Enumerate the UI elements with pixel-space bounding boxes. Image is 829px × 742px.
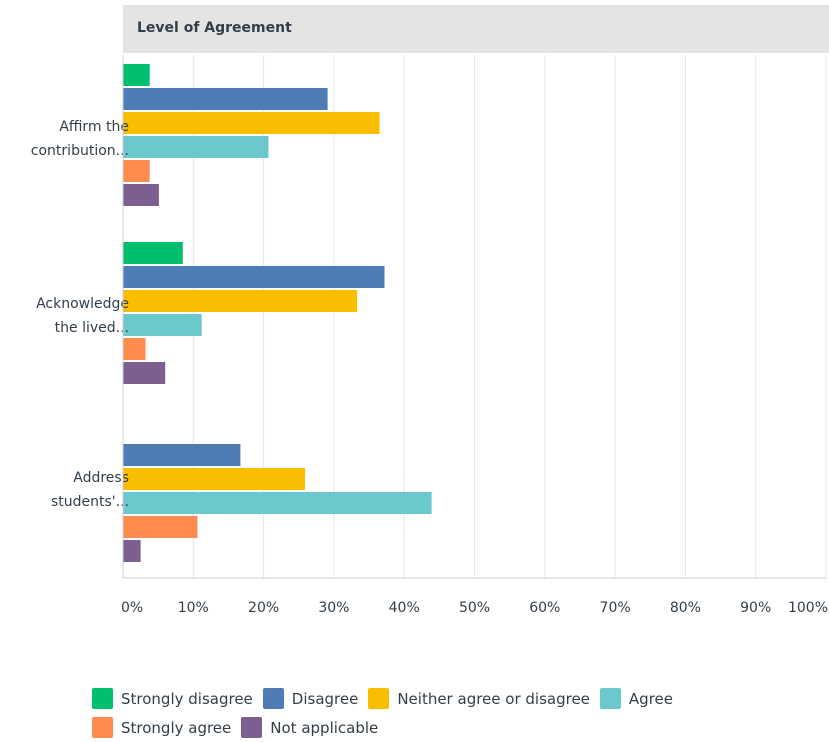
x-tick-label: 40%	[389, 600, 420, 616]
bar	[123, 160, 150, 182]
bar	[123, 242, 183, 264]
bar	[123, 362, 166, 384]
legend-label: Agree	[628, 689, 673, 708]
legend-item: Strongly disagree	[92, 688, 253, 709]
legend-row: Strongly disagree Disagree Neither agree o…	[92, 684, 812, 713]
category-label: Acknowledge	[36, 296, 129, 312]
legend-label: Strongly agree	[121, 718, 232, 737]
bar	[123, 136, 269, 158]
bars-group	[123, 64, 432, 562]
legend-swatch	[368, 688, 390, 709]
chart-header-title: Level of Agreement	[137, 20, 292, 36]
category-label: Address	[73, 470, 129, 486]
legend-swatch	[599, 688, 621, 709]
x-tick-label: 0%	[121, 600, 143, 616]
legend-swatch	[262, 688, 284, 709]
x-tick-label: 50%	[459, 600, 490, 616]
category-labels: Affirm the contribution... Acknowledge the …	[31, 119, 129, 510]
x-tick-label: 30%	[318, 600, 349, 616]
bar	[123, 266, 385, 288]
bar	[123, 540, 141, 562]
legend: Strongly disagree Disagree Neither agree o…	[92, 684, 812, 742]
legend-label: Neither agree or disagree	[397, 689, 590, 708]
x-tick-labels: 0% 10% 20% 30% 40% 50% 60% 70% 80% 90% 100%	[121, 600, 828, 616]
bar	[123, 64, 150, 86]
bar	[123, 516, 198, 538]
category-label: the lived...	[55, 320, 129, 336]
bar	[123, 338, 146, 360]
bar	[123, 468, 306, 490]
x-tick-label: 60%	[529, 600, 560, 616]
bar	[123, 492, 432, 514]
legend-label: Disagree	[291, 689, 359, 708]
bar	[123, 444, 241, 466]
legend-item: Neither agree or disagree	[368, 688, 590, 709]
legend-row: Strongly agree Not applicable	[92, 713, 812, 742]
bar	[123, 88, 328, 110]
x-tick-label: 100%	[788, 600, 828, 616]
legend-item: Agree	[599, 688, 673, 709]
x-tick-label: 90%	[740, 600, 771, 616]
x-tick-label: 10%	[178, 600, 209, 616]
bar	[123, 290, 358, 312]
legend-item: Strongly agree	[92, 717, 231, 738]
bar	[123, 112, 380, 134]
bar	[123, 184, 159, 206]
chart-header-band	[123, 5, 829, 53]
category-label: Affirm the	[59, 119, 129, 135]
bar	[123, 314, 202, 336]
legend-swatch	[241, 717, 263, 738]
x-tick-label: 80%	[670, 600, 701, 616]
legend-swatch	[92, 688, 113, 709]
grid-lines	[192, 55, 827, 578]
chart-svg: Level of Agreement Affirm the contributio…	[31, 5, 829, 616]
legend-item: Disagree	[262, 688, 359, 709]
legend-item: Not applicable	[241, 717, 378, 738]
category-label: students'...	[51, 494, 129, 510]
category-label: contribution...	[31, 143, 129, 159]
legend-swatch	[92, 717, 113, 738]
legend-label: Not applicable	[270, 718, 379, 737]
x-tick-label: 70%	[600, 600, 631, 616]
legend-label: Strongly disagree	[121, 689, 253, 708]
x-tick-label: 20%	[248, 600, 279, 616]
